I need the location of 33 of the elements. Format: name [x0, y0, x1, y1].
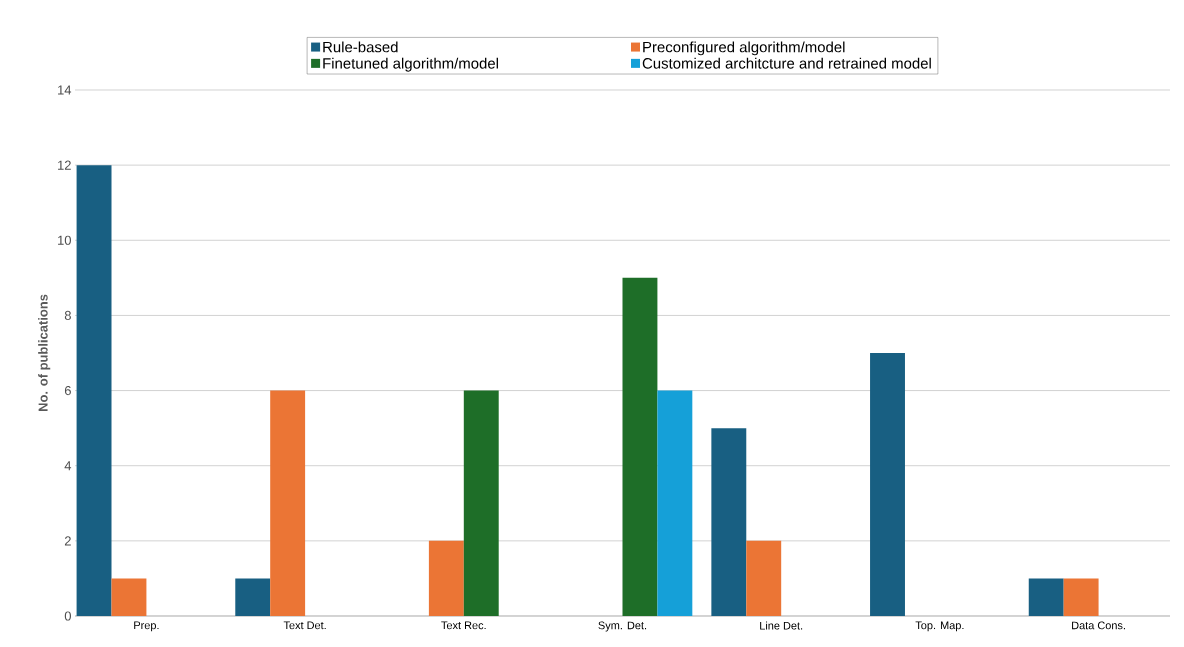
x-tick-label: Sym. Det. [598, 621, 647, 632]
bar [711, 428, 747, 616]
x-tick-label: Text Det. [283, 621, 326, 630]
bar [76, 165, 112, 616]
bar [1063, 578, 1099, 616]
bar [428, 540, 464, 616]
bar [463, 390, 499, 616]
bar [746, 540, 782, 616]
legend-label: Rule-based [323, 41, 398, 53]
y-tick-label: 0 [64, 611, 71, 621]
y-tick-label: 14 [58, 85, 72, 95]
legend-label: Finetuned algorithm/model [323, 57, 498, 72]
x-tick-label: Line Det. [760, 621, 803, 630]
bar [622, 277, 658, 616]
bar [1028, 578, 1064, 616]
x-tick-label: Data Cons. [1072, 621, 1125, 630]
x-tick-label: Top. Map. [915, 621, 964, 632]
bar [657, 390, 693, 616]
y-tick-label: 10 [58, 235, 71, 245]
y-axis-title: No. of publications [38, 294, 51, 412]
bar [270, 390, 306, 616]
y-tick-label: 6 [64, 385, 71, 396]
legend-label: Preconfigured algorithm/model [643, 41, 845, 56]
bar [235, 578, 271, 616]
y-tick-label: 2 [64, 536, 71, 546]
legend-label: Customized architcture and retrained model [642, 57, 931, 69]
x-tick-label: Prep. [134, 621, 159, 632]
bar [870, 353, 905, 616]
y-tick-label: 4 [64, 461, 72, 471]
y-tick-label: 12 [58, 160, 71, 170]
bar [111, 578, 147, 616]
x-tick-label: Text Rec. [441, 621, 486, 630]
y-tick-label: 8 [64, 310, 71, 321]
